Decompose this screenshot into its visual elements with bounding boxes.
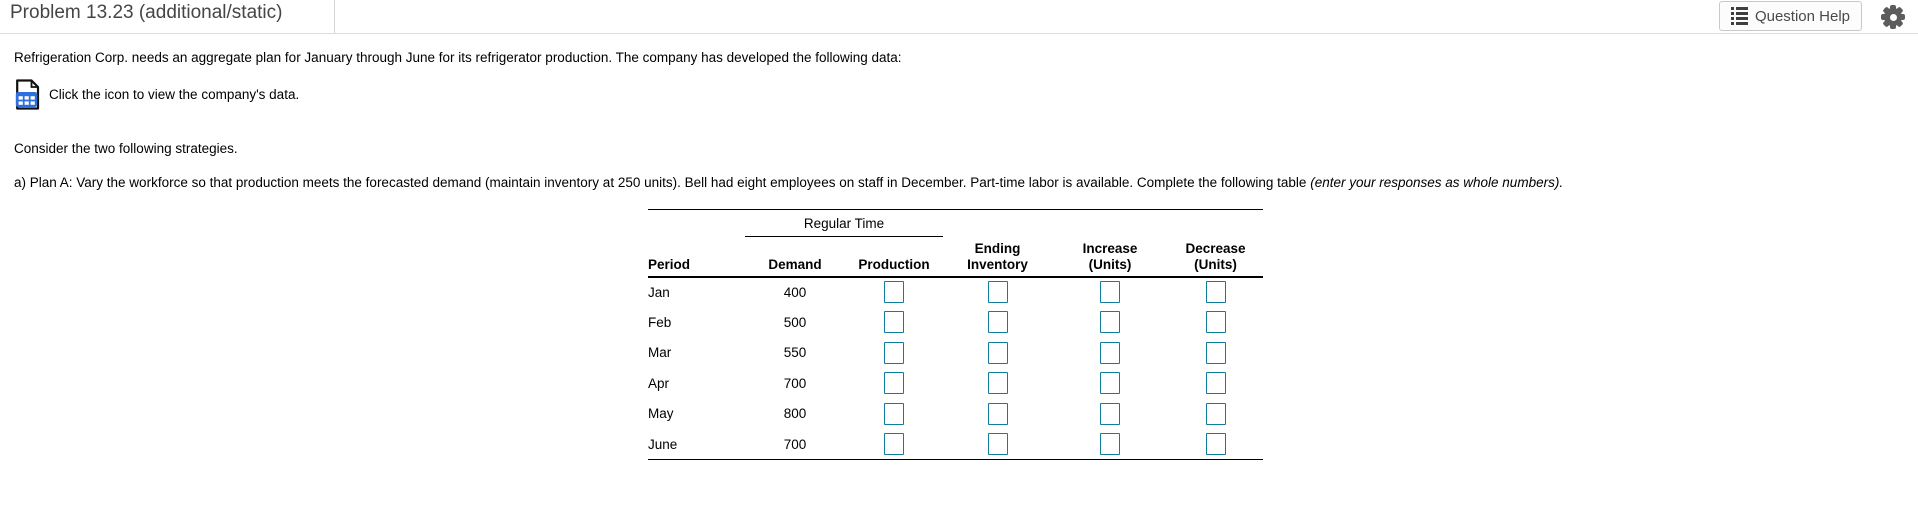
production-input[interactable]	[884, 433, 904, 455]
ending-inventory-input[interactable]	[987, 341, 1008, 364]
increase-input[interactable]	[1100, 402, 1120, 425]
production-input[interactable]	[884, 402, 904, 425]
period-cell: June	[648, 436, 678, 452]
table-row-may: May 800	[648, 399, 1263, 430]
regular-time-spanner: Regular Time	[745, 209, 943, 237]
decrease-input[interactable]	[1205, 311, 1226, 334]
ending-inventory-input[interactable]	[987, 433, 1008, 455]
table-row-mar: Mar 550	[648, 338, 1263, 369]
spanner-row: Regular Time	[648, 209, 1263, 237]
top-header-bar: Problem 13.23 (additional/static) Questi…	[0, 0, 1918, 34]
demand-cell: 550	[783, 345, 807, 361]
increase-input[interactable]	[1100, 433, 1120, 455]
gear-icon[interactable]	[1881, 5, 1905, 29]
demand-cell: 500	[783, 314, 807, 330]
ending-inventory-input[interactable]	[987, 281, 1008, 304]
ending-inventory-input[interactable]	[987, 372, 1008, 395]
production-input[interactable]	[884, 281, 904, 304]
decrease-input[interactable]	[1205, 433, 1226, 455]
period-cell: Apr	[648, 375, 670, 391]
decrease-input[interactable]	[1205, 341, 1226, 364]
increase-input[interactable]	[1100, 281, 1120, 304]
increase-input[interactable]	[1100, 341, 1120, 364]
demand-cell: 400	[783, 284, 807, 300]
col-header-decrease: Decrease (Units)	[1168, 236, 1263, 278]
plan-a-text: a) Plan A: Vary the workforce so that pr…	[14, 175, 1311, 190]
plan-a-paragraph: a) Plan A: Vary the workforce so that pr…	[14, 174, 1563, 191]
question-help-button[interactable]: Question Help	[1718, 1, 1862, 31]
table-row-jan: Jan 400	[648, 277, 1263, 308]
page-title: Problem 13.23 (additional/static)	[10, 2, 283, 23]
header-row: Period Demand Production Ending Inventory…	[648, 236, 1263, 278]
increase-input[interactable]	[1100, 311, 1120, 334]
col-header-ending-inventory: Ending Inventory	[943, 236, 1052, 278]
question-help-label: Question Help	[1754, 7, 1850, 25]
header-divider	[334, 0, 335, 33]
ending-inventory-input[interactable]	[987, 311, 1008, 334]
demand-cell: 800	[783, 406, 807, 422]
demand-cell: 700	[783, 375, 807, 391]
intro-paragraph: Refrigeration Corp. needs an aggregate p…	[14, 50, 902, 65]
data-icon-caption: Click the icon to view the company's dat…	[49, 86, 300, 102]
period-cell: May	[648, 406, 674, 422]
plan-a-table: Regular Time Period Demand Production En…	[648, 209, 1263, 460]
period-cell: Mar	[648, 345, 672, 361]
production-input[interactable]	[884, 341, 904, 364]
col-header-increase: Increase (Units)	[1052, 236, 1168, 278]
table-row-feb: Feb 500	[648, 307, 1263, 338]
decrease-input[interactable]	[1205, 372, 1226, 395]
production-input[interactable]	[884, 311, 904, 334]
period-cell: Jan	[648, 284, 670, 300]
demand-cell: 700	[783, 436, 807, 452]
ending-inventory-input[interactable]	[987, 402, 1008, 425]
period-cell: Feb	[648, 314, 672, 330]
col-header-production: Production	[845, 236, 943, 278]
table-row-june: June 700	[648, 429, 1263, 460]
decrease-input[interactable]	[1205, 281, 1226, 304]
production-input[interactable]	[884, 372, 904, 395]
col-header-demand: Demand	[745, 236, 845, 278]
decrease-input[interactable]	[1205, 402, 1226, 425]
data-icon-row: Click the icon to view the company's dat…	[14, 78, 299, 110]
col-header-period: Period	[648, 236, 745, 278]
data-table-icon[interactable]	[14, 78, 41, 110]
strategies-line: Consider the two following strategies.	[14, 141, 238, 156]
table-row-apr: Apr 700	[648, 368, 1263, 399]
increase-input[interactable]	[1100, 372, 1120, 395]
list-icon	[1730, 7, 1748, 25]
plan-a-italic-note: (enter your responses as whole numbers).	[1310, 175, 1564, 190]
